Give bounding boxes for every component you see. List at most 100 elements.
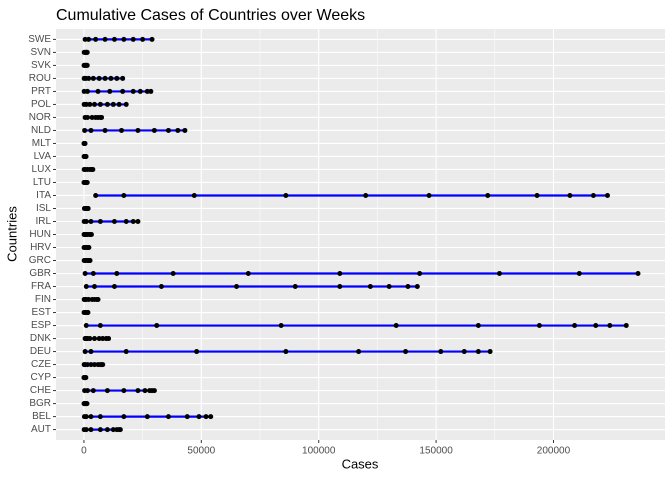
x-tick-label: 0 (81, 446, 87, 457)
y-tick-label: ROU (29, 73, 51, 84)
y-tick-label: IRL (35, 216, 51, 227)
y-tick-label: BGR (29, 398, 51, 409)
point (121, 36, 127, 42)
point (149, 36, 155, 42)
point (93, 192, 99, 198)
point (487, 349, 493, 355)
point (83, 375, 89, 381)
point (88, 218, 94, 224)
point (367, 284, 373, 290)
point (144, 88, 150, 94)
point (356, 349, 362, 355)
point (84, 62, 90, 68)
point (92, 362, 98, 368)
point (86, 245, 92, 251)
point (82, 127, 88, 133)
point (88, 127, 94, 133)
y-tick-label: LTU (33, 177, 51, 188)
y-tick-label: ESP (31, 320, 51, 331)
point (123, 101, 129, 107)
point (104, 101, 110, 107)
point (97, 323, 103, 329)
point (154, 323, 160, 329)
point (85, 310, 91, 316)
point (461, 349, 467, 355)
point (87, 101, 93, 107)
point (106, 336, 112, 342)
point (130, 36, 136, 42)
y-tick-label: AUT (31, 424, 51, 435)
point (82, 349, 88, 355)
point (84, 362, 90, 368)
y-tick-label: POL (31, 99, 51, 110)
point (604, 192, 610, 198)
point (110, 427, 116, 433)
point (95, 297, 101, 303)
point (84, 179, 90, 185)
point (90, 388, 96, 394)
point (158, 284, 164, 290)
x-tick-label: 150000 (419, 446, 453, 457)
point (86, 36, 92, 42)
point (572, 323, 578, 329)
y-tick-label: GBR (29, 268, 51, 279)
y-tick-label: ITA (36, 190, 51, 201)
point (135, 388, 141, 394)
point (623, 323, 629, 329)
point (182, 127, 188, 133)
y-tick-label: LUX (32, 164, 52, 175)
point (151, 388, 157, 394)
point (88, 427, 94, 433)
point (90, 271, 96, 277)
point (119, 127, 125, 133)
point (107, 88, 113, 94)
point (386, 284, 392, 290)
point (576, 271, 582, 277)
point (165, 127, 171, 133)
point (84, 49, 90, 55)
point (175, 127, 181, 133)
y-tick-label: FIN (35, 294, 51, 305)
point (123, 349, 129, 355)
point (120, 88, 126, 94)
point (426, 192, 432, 198)
point (475, 323, 481, 329)
point (83, 427, 89, 433)
point (590, 192, 596, 198)
point (121, 414, 127, 420)
point (97, 427, 103, 433)
point (110, 101, 116, 107)
point (337, 284, 343, 290)
point (417, 271, 423, 277)
point (114, 271, 120, 277)
y-tick-label: CYP (30, 372, 51, 383)
point (130, 218, 136, 224)
point (104, 427, 110, 433)
point (88, 362, 94, 368)
point (148, 88, 154, 94)
y-tick-label: SVN (30, 47, 51, 58)
point (121, 388, 127, 394)
point (87, 258, 93, 264)
point (234, 284, 240, 290)
point (88, 349, 94, 355)
point (82, 271, 88, 277)
point (89, 114, 95, 120)
point (203, 414, 209, 420)
point (83, 101, 89, 107)
point (123, 218, 129, 224)
point (363, 192, 369, 198)
point (165, 414, 171, 420)
y-tick-label: HRV (30, 242, 51, 253)
y-tick-label: HUN (29, 229, 51, 240)
point (92, 284, 98, 290)
point (102, 36, 108, 42)
point (140, 36, 146, 42)
point (283, 192, 289, 198)
y-tick-label: GRC (29, 255, 51, 266)
point (278, 323, 284, 329)
point (292, 284, 298, 290)
point (496, 271, 502, 277)
point (82, 36, 88, 42)
